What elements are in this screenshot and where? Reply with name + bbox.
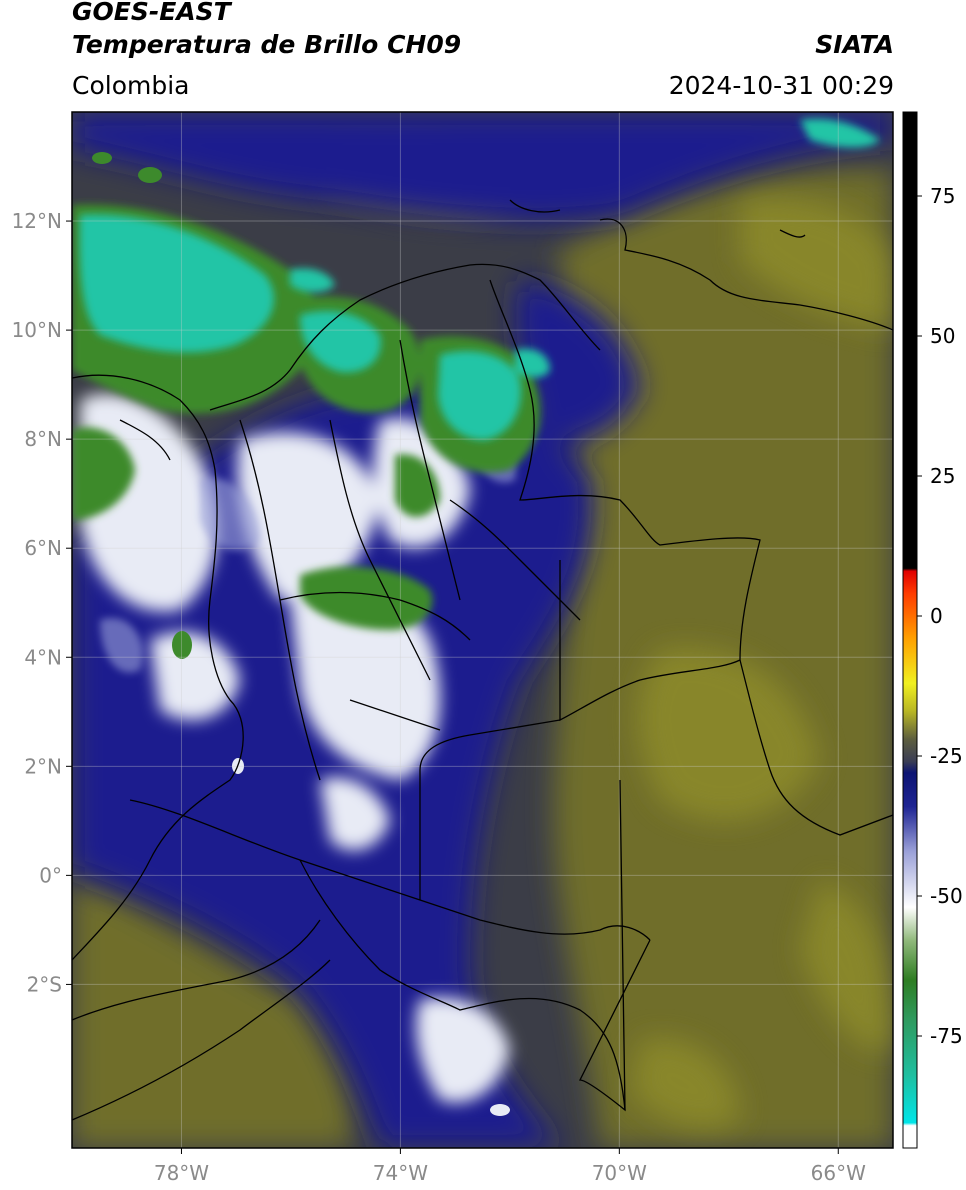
putumayo-border	[129, 799, 651, 941]
brightness-temperature-image	[72, 112, 893, 1148]
latitude-axis: 12°N 10°N 8°N 6°N 4°N 2°N 0° 2°S	[12, 209, 72, 996]
lat-tick-label: 2°S	[27, 972, 62, 996]
lon-tick-label: 70°W	[592, 1161, 647, 1185]
map-frame	[71, 111, 894, 1149]
bright-olive-zones	[630, 198, 893, 1129]
dept-border-3	[399, 339, 461, 601]
brand-label: SIATA	[815, 30, 894, 59]
ecuador-peru-border	[72, 919, 321, 1021]
colorbar-tick-label: 75	[930, 184, 955, 208]
dept-border-4	[279, 591, 471, 641]
aruba-outline	[779, 229, 806, 238]
colorbar-tick-label: 0	[930, 604, 943, 628]
product-title: Temperatura de Brillo CH09	[72, 30, 462, 59]
lat-tick-label: 4°N	[24, 645, 62, 669]
internal-border-east	[419, 719, 561, 900]
colorbar-tick-label: 25	[930, 464, 955, 488]
colorbar	[902, 111, 918, 1149]
satellite-title: GOES-EAST	[72, 0, 231, 26]
colorbar-tick-label: -50	[930, 884, 963, 908]
island-outline	[509, 199, 561, 213]
colorbar-tick-label: 50	[930, 324, 955, 348]
timestamp-label: 2024-10-31 00:29	[668, 71, 894, 100]
dept-border-7	[119, 419, 171, 461]
colorbar-ticks: 75 50 25 0 -25 -50 -75	[917, 184, 963, 1048]
lat-tick-label: 6°N	[24, 536, 62, 560]
lat-tick-label: 2°N	[24, 754, 62, 778]
peru-border	[299, 859, 626, 1111]
lon-tick-label: 74°W	[373, 1161, 428, 1185]
dept-border-6	[349, 699, 441, 731]
lat-tick-label: 0°	[39, 863, 62, 887]
lat-tick-label: 10°N	[12, 318, 62, 342]
brazil-border-south	[578, 779, 651, 1112]
colorbar-tick-label: -75	[930, 1024, 963, 1048]
coast-south	[72, 959, 331, 1121]
caribbean-coast	[209, 263, 601, 411]
dept-border-5	[449, 499, 581, 621]
dept-border-2	[329, 419, 431, 681]
colorbar-tick-label: -25	[930, 744, 963, 768]
guajira-venezuela-coast	[599, 218, 893, 331]
pacific-coast	[72, 374, 244, 961]
cyan-coldest-tops	[79, 118, 880, 440]
region-label: Colombia	[72, 71, 190, 100]
small-convective-cells	[92, 152, 510, 1116]
brazil-border-north	[739, 659, 893, 836]
lon-tick-label: 78°W	[154, 1161, 209, 1185]
venezuela-border	[489, 279, 761, 722]
borders	[72, 199, 893, 1121]
lat-tick-label: 8°N	[24, 427, 62, 451]
lon-tick-label: 66°W	[811, 1161, 866, 1185]
lat-tick-label: 12°N	[12, 209, 62, 233]
longitude-axis: 78°W 74°W 70°W 66°W	[154, 1148, 866, 1185]
